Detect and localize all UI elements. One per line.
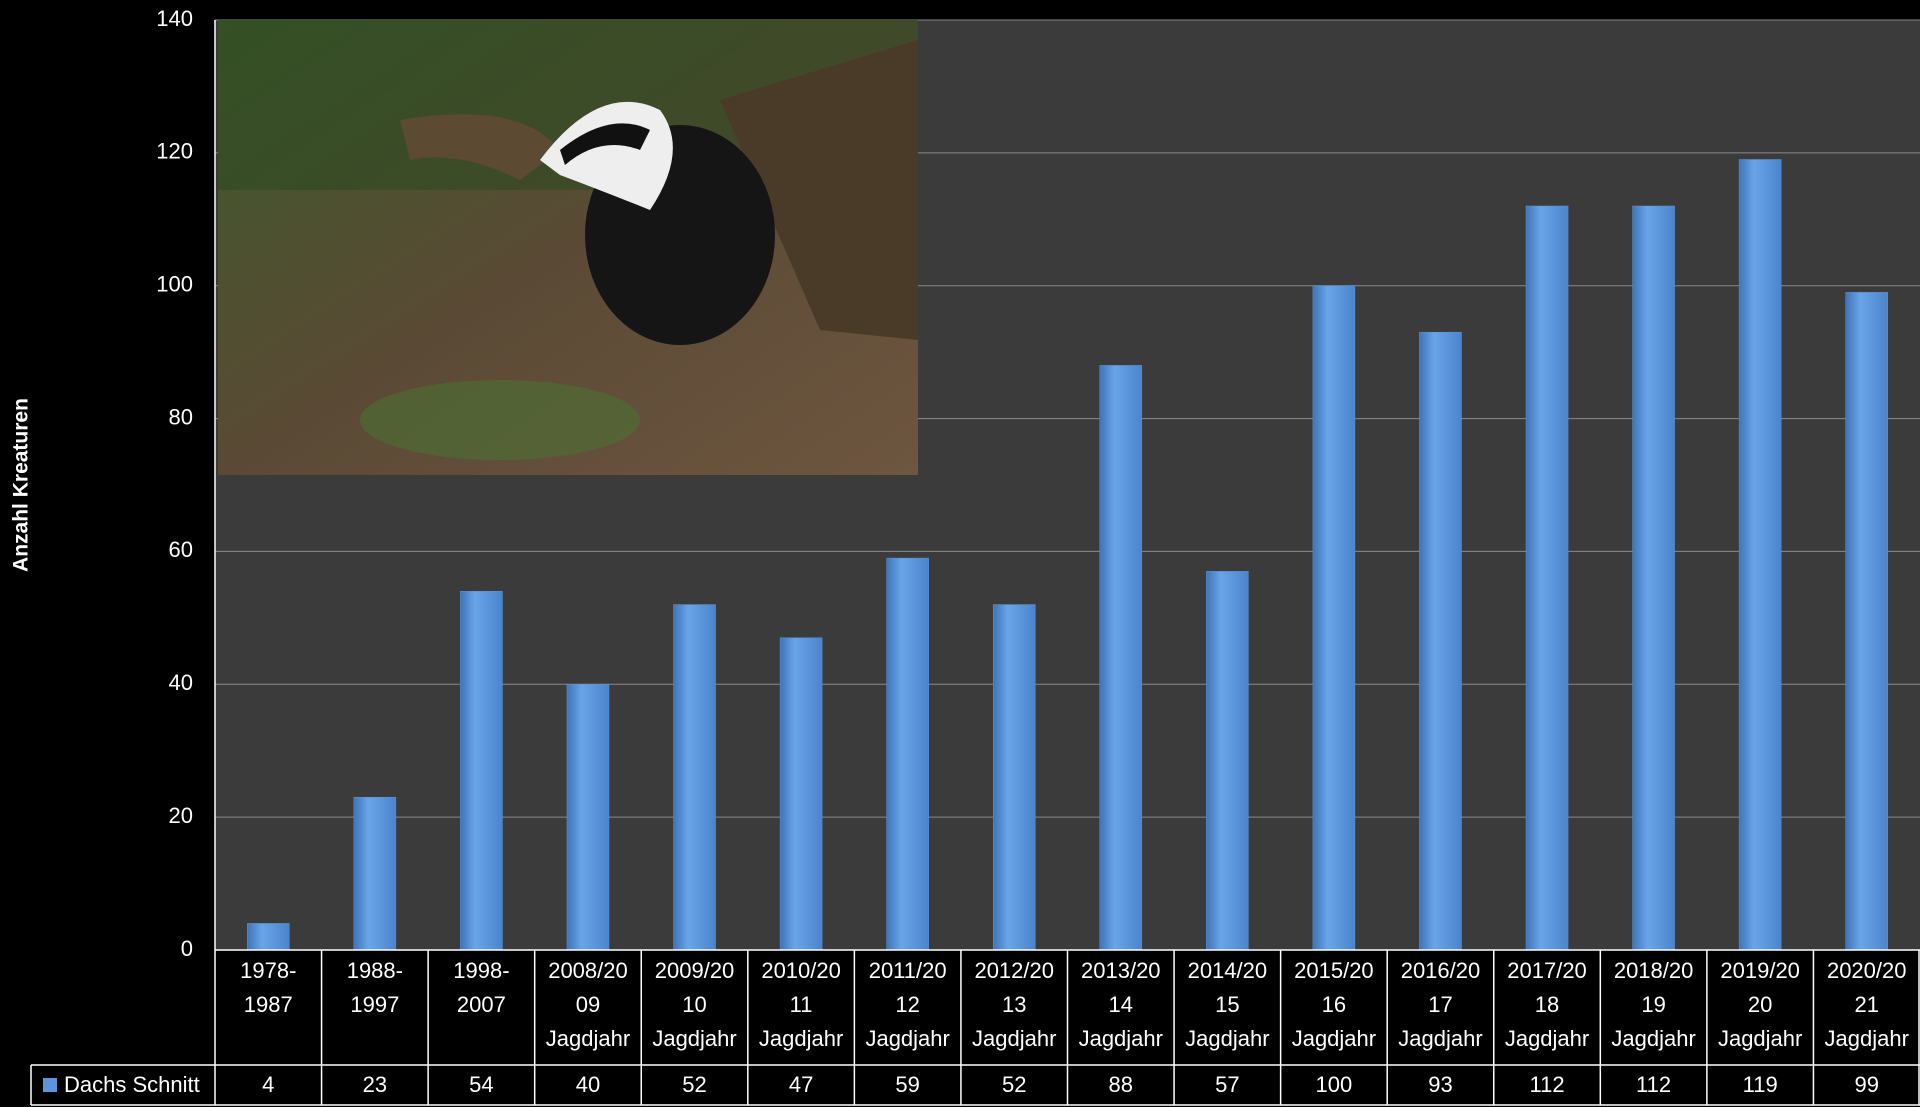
x-tick-label: 19 <box>1641 992 1665 1017</box>
table-value: 47 <box>789 1072 813 1097</box>
x-tick-label: 2007 <box>457 992 506 1017</box>
table-value: 52 <box>682 1072 706 1097</box>
x-tick-label: 16 <box>1322 992 1346 1017</box>
x-tick-label: 21 <box>1854 992 1878 1017</box>
bar <box>1206 571 1249 951</box>
bar <box>1845 292 1888 951</box>
photo-inset <box>218 20 918 475</box>
table-value: 52 <box>1002 1072 1026 1097</box>
x-tick-label: Jagdjahr <box>1185 1026 1269 1051</box>
bar <box>1738 159 1782 951</box>
table-value: 99 <box>1854 1072 1878 1097</box>
bar <box>1419 331 1462 951</box>
table-value: 112 <box>1529 1072 1564 1097</box>
y-axis-label: Anzahl Kreaturen <box>10 398 33 572</box>
x-tick-label: 14 <box>1109 992 1133 1017</box>
x-tick-label: 11 <box>790 992 813 1017</box>
x-tick-label: 17 <box>1428 992 1452 1017</box>
bar <box>992 604 1036 951</box>
bar <box>1525 205 1569 951</box>
y-tick-label: 100 <box>156 272 193 297</box>
x-tick-label: Jagdjahr <box>652 1026 736 1051</box>
x-tick-label: 2012/20 <box>974 958 1054 983</box>
legend-label: Dachs Schnitt <box>64 1072 200 1097</box>
x-tick-label: 2009/20 <box>655 958 735 983</box>
y-tick-label: 60 <box>169 537 193 562</box>
x-tick-label: 10 <box>682 992 706 1017</box>
bar <box>1099 365 1143 951</box>
x-tick-label: 2010/20 <box>761 958 841 983</box>
x-tick-label: 2016/20 <box>1401 958 1481 983</box>
table-value: 100 <box>1316 1072 1353 1097</box>
x-tick-label: 2014/20 <box>1188 958 1268 983</box>
x-tick-label: 20 <box>1748 992 1772 1017</box>
table-value: 59 <box>895 1072 919 1097</box>
x-tick-label: 09 <box>576 992 600 1017</box>
x-tick-label: Jagdjahr <box>1611 1026 1695 1051</box>
y-tick-label: 20 <box>169 803 193 828</box>
x-tick-label: 2015/20 <box>1294 958 1374 983</box>
bar <box>247 923 290 951</box>
bar <box>353 796 397 951</box>
bar <box>1312 285 1356 951</box>
table-value: 4 <box>262 1072 274 1097</box>
table-value: 88 <box>1109 1072 1133 1097</box>
bar <box>673 604 716 951</box>
x-tick-label: Jagdjahr <box>972 1026 1056 1051</box>
table-value: 54 <box>469 1072 493 1097</box>
x-tick-label: 2019/20 <box>1720 958 1800 983</box>
x-tick-label: 15 <box>1215 992 1239 1017</box>
x-tick-label: 1988- <box>347 958 403 983</box>
x-tick-label: 1978- <box>240 958 296 983</box>
x-tick-label: Jagdjahr <box>1825 1026 1909 1051</box>
table-value: 119 <box>1743 1072 1778 1097</box>
x-tick-label: 2011/20 <box>869 958 947 983</box>
x-tick-label: 2008/20 <box>548 958 628 983</box>
table-value: 23 <box>363 1072 387 1097</box>
x-tick-label: 12 <box>895 992 919 1017</box>
x-tick-label: Jagdjahr <box>1079 1026 1163 1051</box>
x-tick-label: 2018/20 <box>1614 958 1694 983</box>
y-tick-label: 120 <box>156 139 193 164</box>
x-tick-label: Jagdjahr <box>546 1026 630 1051</box>
table-value: 112 <box>1636 1072 1671 1097</box>
y-tick-label: 80 <box>169 404 193 429</box>
bar <box>566 684 610 951</box>
bar <box>1632 205 1675 951</box>
table-value: 93 <box>1428 1072 1452 1097</box>
x-tick-label: 18 <box>1535 992 1559 1017</box>
y-tick-label: 40 <box>169 670 193 695</box>
table-value: 57 <box>1215 1072 1239 1097</box>
bar <box>460 591 503 951</box>
y-tick-label: 140 <box>156 6 193 31</box>
x-tick-label: 1987 <box>244 992 293 1017</box>
bar <box>886 557 929 951</box>
x-tick-label: Jagdjahr <box>1505 1026 1589 1051</box>
x-tick-label: 1998- <box>453 958 509 983</box>
x-tick-label: Jagdjahr <box>865 1026 949 1051</box>
x-tick-label: 2020/20 <box>1827 958 1907 983</box>
x-tick-label: Jagdjahr <box>1718 1026 1802 1051</box>
y-tick-label: 0 <box>181 936 193 961</box>
x-tick-label: Jagdjahr <box>759 1026 843 1051</box>
x-tick-label: 13 <box>1002 992 1026 1017</box>
x-tick-label: 1997 <box>350 992 399 1017</box>
x-tick-label: 2013/20 <box>1081 958 1161 983</box>
x-tick-label: Jagdjahr <box>1398 1026 1482 1051</box>
legend-swatch <box>43 1078 57 1092</box>
bar <box>779 637 823 951</box>
x-tick-label: Jagdjahr <box>1292 1026 1376 1051</box>
x-tick-label: 2017/20 <box>1507 958 1587 983</box>
table-value: 40 <box>576 1072 600 1097</box>
